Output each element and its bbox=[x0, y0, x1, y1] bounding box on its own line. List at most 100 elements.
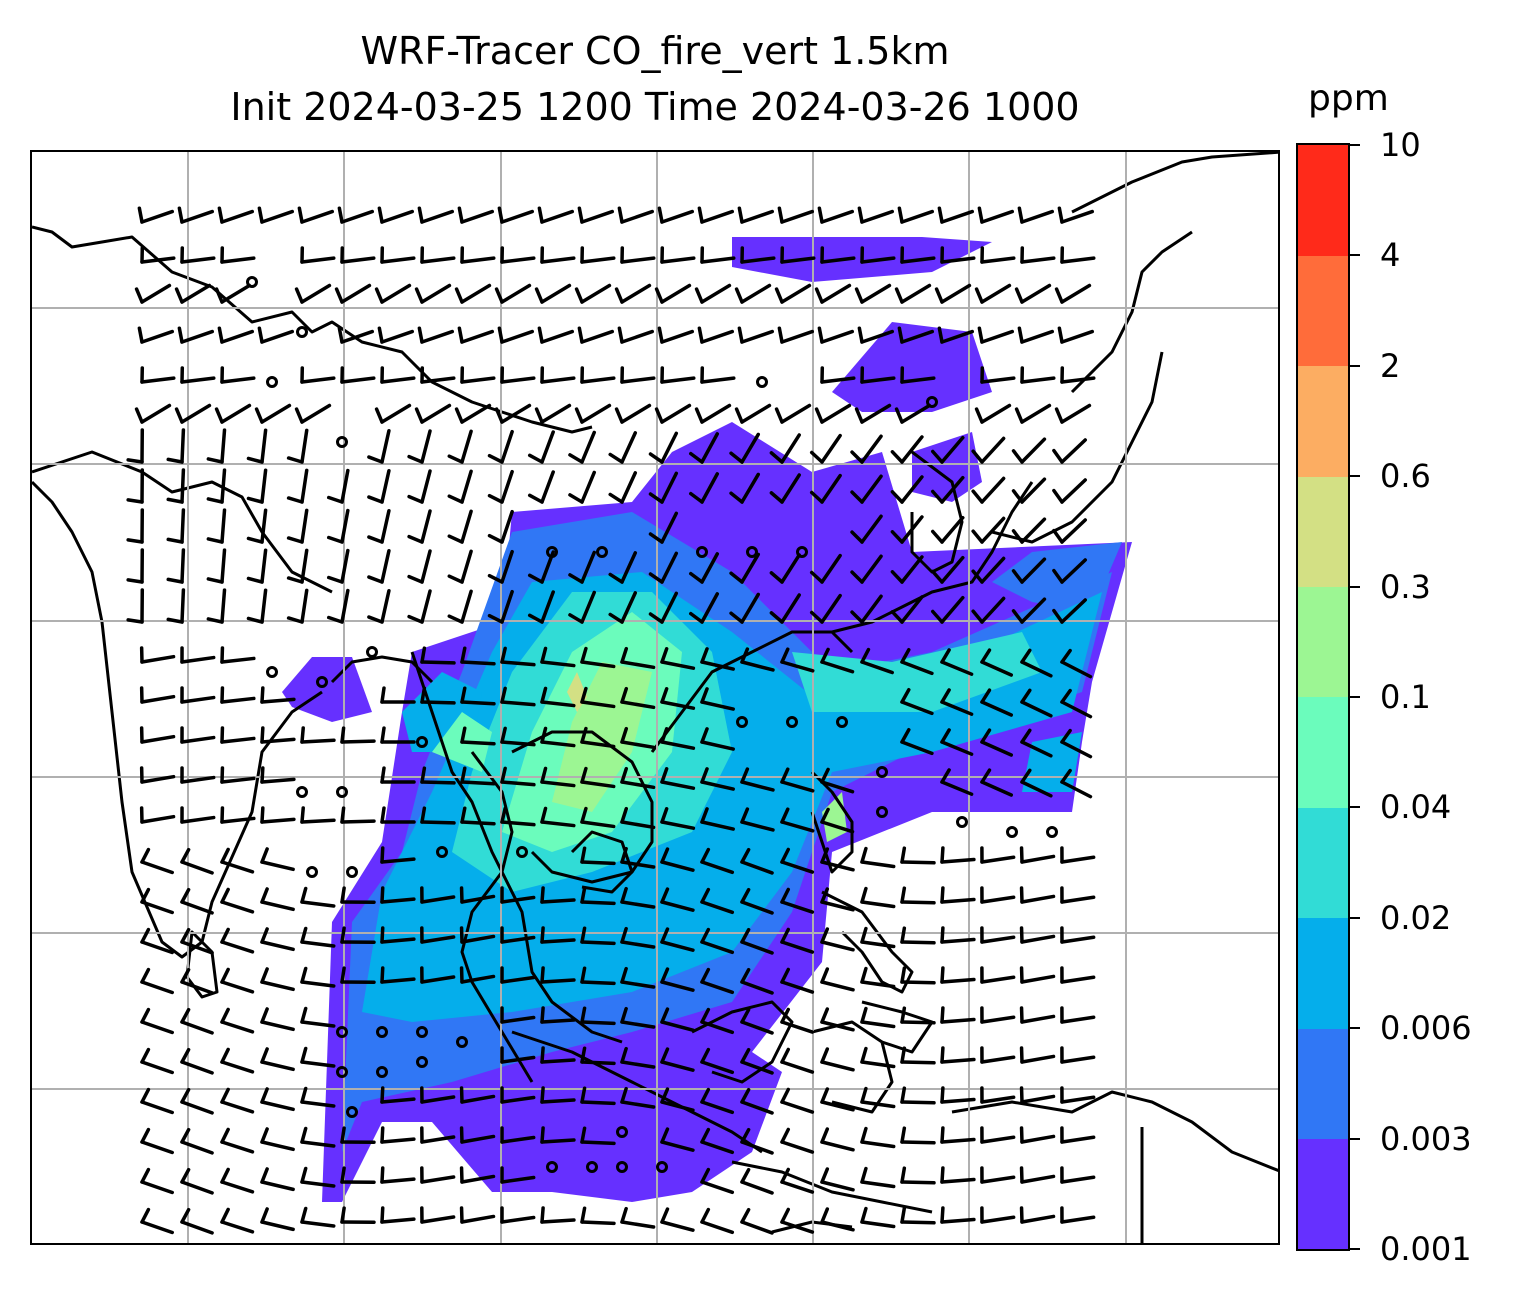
wind-barb bbox=[420, 646, 456, 665]
wind-barb bbox=[740, 1047, 774, 1075]
wind-barb bbox=[139, 646, 176, 664]
wind-barb bbox=[140, 1087, 174, 1115]
wind-barb bbox=[860, 966, 896, 989]
wind-barb bbox=[689, 472, 720, 504]
wind-barb bbox=[608, 591, 638, 624]
calm-wind-marker bbox=[836, 716, 848, 728]
wind-barb bbox=[540, 766, 576, 788]
wind-barb bbox=[540, 1086, 576, 1104]
wind-barb bbox=[300, 1006, 336, 1028]
wind-barb bbox=[780, 1207, 815, 1234]
wind-barb bbox=[459, 1126, 496, 1144]
wind-barb bbox=[220, 1007, 255, 1034]
wind-barb bbox=[1060, 246, 1096, 264]
wind-barb bbox=[729, 472, 760, 504]
calm-wind-marker bbox=[546, 1161, 558, 1173]
calm-wind-marker bbox=[266, 666, 278, 678]
wind-barb bbox=[300, 926, 336, 948]
wind-barb bbox=[1011, 437, 1047, 464]
wind-barb bbox=[620, 966, 656, 989]
wind-barb bbox=[487, 509, 514, 544]
wind-barb bbox=[300, 886, 336, 908]
wind-barb bbox=[700, 1047, 735, 1075]
wind-barb bbox=[700, 847, 735, 875]
wind-barb bbox=[460, 726, 496, 746]
colorbar-tick bbox=[1350, 696, 1360, 698]
wind-barb bbox=[527, 590, 555, 624]
wind-barb bbox=[1057, 206, 1095, 224]
wind-barb bbox=[180, 686, 216, 704]
wind-barb bbox=[206, 468, 227, 504]
wind-barb bbox=[574, 283, 612, 304]
wind-barb bbox=[447, 429, 473, 464]
wind-barb bbox=[220, 887, 255, 914]
wind-barb bbox=[134, 283, 172, 304]
wind-barb bbox=[580, 766, 616, 789]
map-panel[interactable] bbox=[30, 150, 1280, 1245]
wind-barb bbox=[769, 433, 801, 464]
wind-barb bbox=[367, 549, 391, 584]
wind-barb bbox=[729, 592, 760, 624]
colorbar-band-9 bbox=[1298, 145, 1348, 256]
coastline-sulawesi bbox=[811, 1020, 894, 1114]
wind-barb bbox=[769, 553, 801, 584]
wind-barb bbox=[1017, 206, 1055, 224]
wind-barb bbox=[860, 1166, 896, 1189]
calm-wind-marker bbox=[296, 326, 308, 338]
wind-barb bbox=[459, 886, 496, 904]
colorbar-tick-label: 0.3 bbox=[1380, 567, 1431, 606]
wind-barb bbox=[487, 549, 514, 584]
wind-barb bbox=[737, 326, 775, 344]
wind-barb bbox=[620, 646, 656, 670]
wind-barb bbox=[447, 589, 473, 624]
colorbar-band-5 bbox=[1298, 586, 1348, 698]
wind-barb bbox=[900, 1006, 936, 1025]
wind-barb bbox=[180, 967, 214, 995]
wind-barb bbox=[254, 403, 292, 424]
wind-barb bbox=[971, 436, 1006, 464]
wind-barb bbox=[780, 887, 815, 914]
calm-wind-marker bbox=[736, 716, 748, 728]
wind-barb bbox=[700, 687, 735, 711]
coastline-java bbox=[731, 1160, 933, 1214]
wind-barb bbox=[580, 726, 616, 749]
colorbar-band-0 bbox=[1298, 1138, 1348, 1250]
wind-barb bbox=[931, 435, 965, 464]
wind-barb bbox=[740, 1127, 774, 1155]
wind-barb bbox=[340, 1206, 376, 1225]
wind-barb bbox=[897, 206, 935, 224]
wind-barb bbox=[660, 1207, 695, 1232]
wind-barb bbox=[580, 646, 616, 669]
wind-barb bbox=[700, 967, 735, 995]
wind-barb bbox=[660, 1047, 695, 1072]
wind-barb bbox=[417, 326, 455, 344]
wind-barb bbox=[140, 1167, 174, 1195]
wind-barb bbox=[377, 206, 415, 224]
wind-barb bbox=[380, 886, 416, 904]
colorbar-tick-label: 0.6 bbox=[1380, 457, 1431, 496]
wind-barb bbox=[700, 1167, 735, 1195]
wind-barb bbox=[1014, 283, 1052, 304]
calm-wind-marker bbox=[456, 1036, 468, 1048]
wind-barb bbox=[694, 283, 732, 304]
wind-barb bbox=[500, 926, 536, 944]
wind-barb bbox=[580, 366, 616, 384]
wind-barb bbox=[494, 283, 532, 304]
colorbar-band-6 bbox=[1298, 476, 1348, 588]
wind-barb bbox=[648, 511, 679, 544]
wind-barb bbox=[740, 967, 774, 995]
wind-barb bbox=[620, 1046, 656, 1069]
wind-barb bbox=[257, 326, 295, 344]
wind-barb bbox=[580, 686, 616, 709]
calm-wind-marker bbox=[266, 376, 278, 388]
wind-barb bbox=[260, 967, 295, 992]
wind-barb bbox=[894, 283, 932, 304]
wind-barb bbox=[580, 1006, 616, 1026]
wind-barb bbox=[420, 926, 456, 944]
calm-wind-marker bbox=[416, 1026, 428, 1038]
wind-barb bbox=[1011, 517, 1047, 544]
wind-barb bbox=[326, 548, 350, 584]
wind-barb bbox=[780, 967, 815, 994]
wind-barb bbox=[980, 648, 1013, 677]
colorbar-tick bbox=[1350, 144, 1360, 146]
